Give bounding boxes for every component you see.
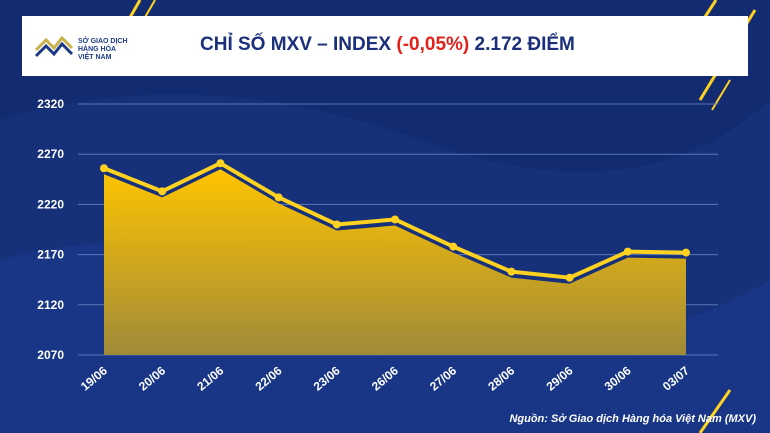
- data-point: [449, 242, 458, 251]
- x-tick-label: 20/06: [136, 363, 168, 393]
- logo-line: HÀNG HÓA: [78, 46, 117, 53]
- x-tick-label: 30/06: [602, 363, 634, 393]
- x-tick-label: 22/06: [253, 363, 285, 393]
- x-tick-label: 03/07: [660, 363, 692, 393]
- x-tick-label: 23/06: [311, 363, 343, 393]
- y-tick-label: 2270: [37, 147, 64, 161]
- logo-line: SỞ GIAO DỊCH: [78, 38, 128, 45]
- y-tick-label: 2070: [37, 348, 64, 362]
- logo-line: VIỆT NAM: [78, 54, 112, 61]
- title-value: 2.172 ĐIỂM: [474, 34, 575, 55]
- data-point: [158, 187, 167, 196]
- x-tick-label: 21/06: [194, 363, 226, 393]
- y-tick-label: 2120: [37, 298, 64, 312]
- data-point: [507, 267, 516, 276]
- y-tick-label: 2170: [37, 248, 64, 262]
- chart-title: CHỈ SỐ MXV – INDEX (-0,05%) 2.172 ĐIỂM: [200, 34, 720, 56]
- index-area-fill: [104, 169, 686, 355]
- title-prefix: CHỈ SỐ MXV – INDEX: [200, 34, 392, 55]
- data-point: [565, 273, 574, 282]
- x-tick-label: 27/06: [427, 363, 459, 393]
- data-point: [682, 248, 690, 257]
- mxv-logo-icon: [34, 35, 74, 58]
- data-point: [100, 164, 108, 173]
- source-note: Nguồn: Sở Giao dịch Hàng hóa Việt Nam (M…: [509, 413, 756, 425]
- y-tick-label: 2220: [37, 197, 64, 211]
- x-tick-label: 29/06: [544, 363, 576, 393]
- data-point: [391, 215, 399, 224]
- data-point: [216, 159, 225, 168]
- y-tick-label: 2320: [37, 97, 64, 111]
- title-change: (-0,05%): [396, 34, 470, 55]
- x-tick-label: 26/06: [369, 363, 401, 393]
- data-point: [274, 193, 283, 202]
- data-point: [332, 220, 341, 229]
- x-tick-label: 19/06: [78, 363, 110, 393]
- x-tick-label: 28/06: [485, 363, 517, 393]
- header-bar: [22, 16, 748, 76]
- data-point: [623, 247, 632, 256]
- logo-text: SỞ GIAO DỊCH HÀNG HÓA VIỆT NAM: [78, 38, 138, 62]
